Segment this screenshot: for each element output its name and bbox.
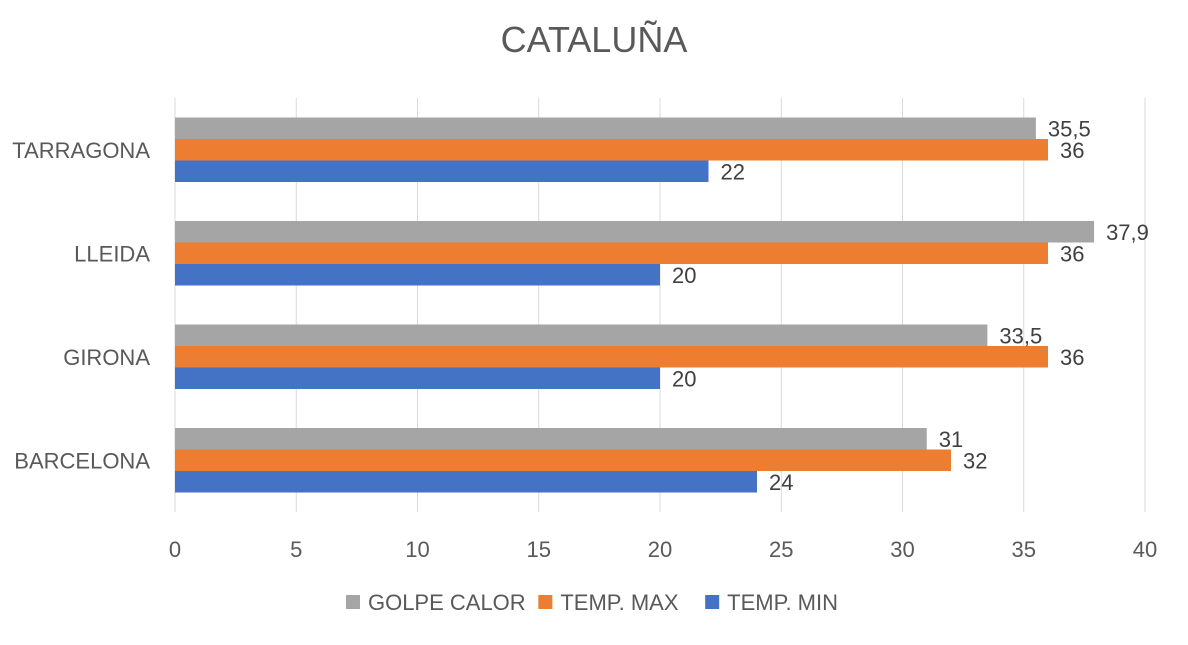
data-label: 20 [672, 263, 696, 288]
legend-swatch [705, 595, 720, 609]
data-label: 35,5 [1048, 116, 1091, 141]
data-label: 33,5 [999, 323, 1042, 348]
bar [175, 471, 757, 493]
legend-swatch [538, 595, 553, 609]
bar [175, 367, 660, 389]
data-label: 31 [939, 427, 963, 452]
data-label: 36 [1060, 138, 1084, 163]
x-tick-label: 30 [890, 537, 914, 562]
data-label: 24 [769, 470, 793, 495]
category-labels: BARCELONA GIRONA LLEIDA TARRAGONA [12, 138, 150, 474]
data-label: 36 [1060, 345, 1084, 370]
legend-swatch [345, 595, 360, 609]
bar [175, 160, 709, 182]
data-label: 22 [721, 159, 745, 184]
category-label: GIRONA [63, 345, 150, 370]
data-label: 37,9 [1106, 220, 1149, 245]
x-tick-label: 5 [290, 537, 302, 562]
bar [175, 221, 1095, 243]
legend-label: GOLPE CALOR [368, 590, 526, 615]
bar [175, 139, 1048, 161]
data-label: 20 [672, 366, 696, 391]
bar [175, 117, 1036, 139]
bar [175, 242, 1048, 264]
x-tick-label: 10 [405, 537, 429, 562]
legend-label: TEMP. MIN [727, 590, 838, 615]
legend: GOLPE CALOR TEMP. MAX TEMP. MIN [345, 590, 838, 615]
data-label: 36 [1060, 241, 1084, 266]
bar [175, 449, 951, 471]
category-label: TARRAGONA [12, 138, 150, 163]
x-tick-labels: 0 5 10 15 20 25 30 35 40 [169, 537, 1157, 562]
category-label: LLEIDA [74, 241, 150, 266]
x-tick-label: 40 [1133, 537, 1157, 562]
x-tick-label: 0 [169, 537, 181, 562]
bar [175, 324, 988, 346]
bars [175, 117, 1095, 493]
x-tick-label: 25 [769, 537, 793, 562]
data-label: 32 [963, 448, 987, 473]
bar [175, 264, 660, 286]
category-label: BARCELONA [14, 448, 150, 473]
bar [175, 346, 1048, 368]
chart-title: CATALUÑA [501, 19, 688, 60]
x-tick-label: 35 [1012, 537, 1036, 562]
x-tick-label: 15 [527, 537, 551, 562]
bar [175, 428, 927, 450]
x-tick-label: 20 [648, 537, 672, 562]
legend-label: TEMP. MAX [560, 590, 679, 615]
